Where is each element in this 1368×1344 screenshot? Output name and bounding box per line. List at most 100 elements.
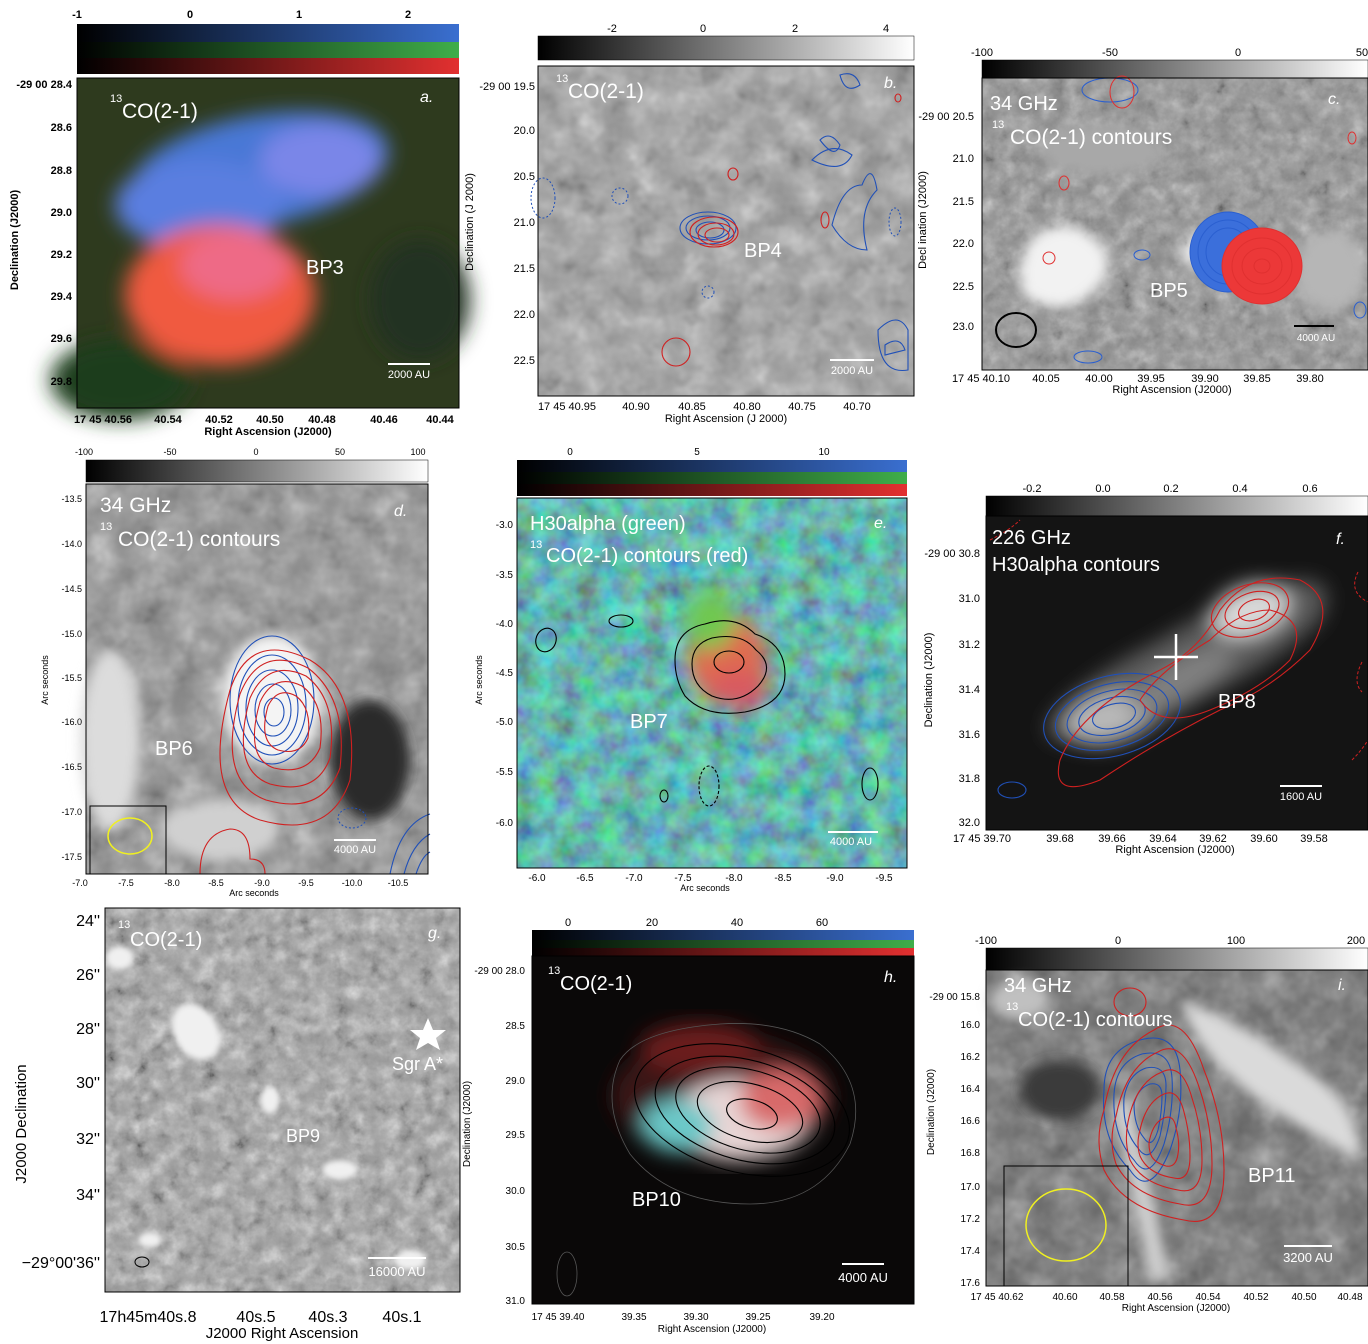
panel-d-ytick: -16.5 <box>61 762 82 772</box>
panel-d-xtick: -8.0 <box>164 878 180 888</box>
panel-h-contours <box>633 1043 851 1177</box>
panel-e-xtick: -9.0 <box>826 873 844 884</box>
panel-h: 0 20 40 60 13 CO(2-1) h. BP10 <box>462 917 915 1335</box>
panel-g-yticks: 24'' 26'' 28'' 30'' 32'' 34'' −29°00'36'… <box>22 913 100 1272</box>
panel-b-xtick: 40.80 <box>733 401 761 413</box>
panel-c-contours <box>995 75 1367 364</box>
panel-h-xtick: 39.25 <box>745 1312 770 1323</box>
panel-f-xtick: 39.62 <box>1199 833 1227 845</box>
panel-i-xlabel: Right Ascension (J2000) <box>1122 1303 1230 1314</box>
panel-i-iso: 13 <box>1006 1001 1018 1013</box>
panel-b-scalebar-label: 2000 AU <box>831 365 873 377</box>
panel-d-yticks: -13.5 -14.0 -14.5 -15.0 -15.5 -16.0 -16.… <box>61 494 82 862</box>
panel-f-letter: f. <box>1336 531 1345 548</box>
panel-d-scalebar-label: 4000 AU <box>334 844 376 856</box>
panel-a-cbar-tick: 0 <box>187 9 193 21</box>
panel-f-xtick: 17 45 39.70 <box>953 833 1011 845</box>
panel-a-colorbar-red <box>77 58 459 74</box>
panel-b-colorbar <box>537 35 915 61</box>
panel-e-contours <box>535 614 879 807</box>
panel-a-xticks: 17 45 40.56 40.54 40.52 40.50 40.48 40.4… <box>74 414 455 426</box>
panel-a-scalebar-label: 2000 AU <box>388 369 430 381</box>
panel-i-line-label: CO(2-1) contours <box>1018 1009 1173 1031</box>
panel-e-cbar-tick: 5 <box>694 447 700 458</box>
panel-f-xtick: 39.58 <box>1300 833 1328 845</box>
panel-c-xtick: 40.00 <box>1085 373 1113 385</box>
panel-b-line-label: CO(2-1) <box>568 80 644 103</box>
panel-f-cbar-ticks: -0.2 0.0 0.2 0.4 0.6 <box>1023 483 1318 495</box>
panel-d-xtick: -7.0 <box>72 878 88 888</box>
panel-h-ylabel: Declination (J2000) <box>462 1081 473 1167</box>
panel-i-xtick: 40.56 <box>1147 1292 1172 1303</box>
panel-a-ytick: -29 00 28.4 <box>16 79 73 91</box>
panel-b-xtick: 40.70 <box>843 401 871 413</box>
panel-f-ytick: 31.6 <box>959 729 980 741</box>
panel-f-contours <box>989 519 1368 799</box>
panel-i-ytick: 16.2 <box>961 1052 981 1063</box>
panel-i-xtick: 40.54 <box>1195 1292 1220 1303</box>
panel-a-cbar-tick: -1 <box>72 9 82 21</box>
panel-d-iso: 13 <box>100 521 112 533</box>
panel-b-letter: b. <box>884 75 897 92</box>
panel-d-ytick: -13.5 <box>61 494 82 504</box>
panel-h-xticks: 17 45 39.40 39.35 39.30 39.25 39.20 <box>532 1312 835 1323</box>
panel-i-ytick: 17.2 <box>961 1214 981 1225</box>
panel-f-cbar-tick: 0.0 <box>1095 483 1110 495</box>
panel-a-ytick: 29.6 <box>51 333 72 345</box>
panel-b-xtick: 40.90 <box>622 401 650 413</box>
panel-f-xtick: 39.60 <box>1250 833 1278 845</box>
panel-a-letter: a. <box>420 89 433 106</box>
panel-b-cbar-tick: 0 <box>700 23 706 35</box>
panel-g-letter: g. <box>428 925 441 942</box>
panel-c-freq: 34 GHz <box>990 93 1058 115</box>
panel-h-ytick: 29.5 <box>506 1130 526 1141</box>
panel-i-ytick: 17.6 <box>961 1278 981 1289</box>
panel-c-cbar-tick: -100 <box>971 47 993 59</box>
panel-c-xtick: 39.95 <box>1137 373 1165 385</box>
cross-icon <box>1154 634 1198 680</box>
panel-b-xlabel: Right Ascension (J 2000) <box>665 413 787 425</box>
panel-h-cbar-tick: 60 <box>816 917 828 929</box>
panel-i-beam <box>1025 1188 1107 1262</box>
panel-b-iso: 13 <box>556 73 568 85</box>
panel-h-ytick: 30.5 <box>506 1242 526 1253</box>
panel-c-line-label: CO(2-1) contours <box>1010 126 1172 149</box>
panel-g-xtick: 40s.3 <box>308 1309 347 1326</box>
panel-c-iso: 13 <box>992 119 1004 131</box>
panel-d-xticks: -7.0 -7.5 -8.0 -8.5 -9.0 -9.5 -10.0 -10.… <box>72 878 408 888</box>
panel-h-cbar-tick: 20 <box>646 917 658 929</box>
panel-c-cbar-tick: 0 <box>1235 47 1241 59</box>
panel-g-xticks: 17h45m40s.8 40s.5 40s.3 40s.1 <box>100 1309 422 1326</box>
panel-f-ytick: 31.8 <box>959 773 980 785</box>
panel-h-xlabel: Right Ascension (J2000) <box>658 1324 766 1335</box>
panel-b-cbar-tick: 2 <box>792 23 798 35</box>
panel-d-ytick: -15.0 <box>61 629 82 639</box>
panel-h-letter: h. <box>884 969 897 986</box>
panel-b: -2 0 2 4 <box>464 23 915 425</box>
panel-d-line-label: CO(2-1) contours <box>118 528 280 551</box>
panel-h-scalebar-label: 4000 AU <box>838 1270 888 1285</box>
panel-b-cbar-tick: 4 <box>883 23 889 35</box>
panel-i-cbar-tick: 200 <box>1347 935 1365 947</box>
panel-c-scalebar-label: 4000 AU <box>1297 333 1335 344</box>
panel-a-ytick: 29.4 <box>51 291 73 303</box>
panel-d-ytick: -17.0 <box>61 807 82 817</box>
panel-c-xlabel: Right Ascension (J2000) <box>1112 384 1231 396</box>
panel-a-ytick: 29.8 <box>51 376 72 388</box>
panel-b-ytick: 20.0 <box>514 125 535 137</box>
panel-a-yticks: -29 00 28.4 28.6 28.8 29.0 29.2 29.4 29.… <box>16 79 73 388</box>
panel-d-source: BP6 <box>155 738 193 760</box>
panel-i-ytick: 17.0 <box>961 1182 981 1193</box>
panel-e-ytick: -4.0 <box>496 619 514 630</box>
panel-c-ytick: 21.0 <box>953 153 974 165</box>
panel-d-beam <box>107 817 153 855</box>
panel-c-yticks: -29 00 20.5 21.0 21.5 22.0 22.5 23.0 <box>918 111 974 333</box>
panel-b-cbar-tick: -2 <box>607 23 617 35</box>
panel-f-ytick: 32.0 <box>959 817 980 829</box>
panel-i-cbar-tick: 100 <box>1227 935 1245 947</box>
panel-i-source: BP11 <box>1248 1165 1295 1187</box>
panel-d: -100 -50 0 50 100 <box>40 447 431 898</box>
panel-e-colorbar-red <box>517 484 907 496</box>
panel-d-ytick: -14.5 <box>61 584 82 594</box>
panel-b-ylabel: Declination (J 2000) <box>464 173 476 271</box>
